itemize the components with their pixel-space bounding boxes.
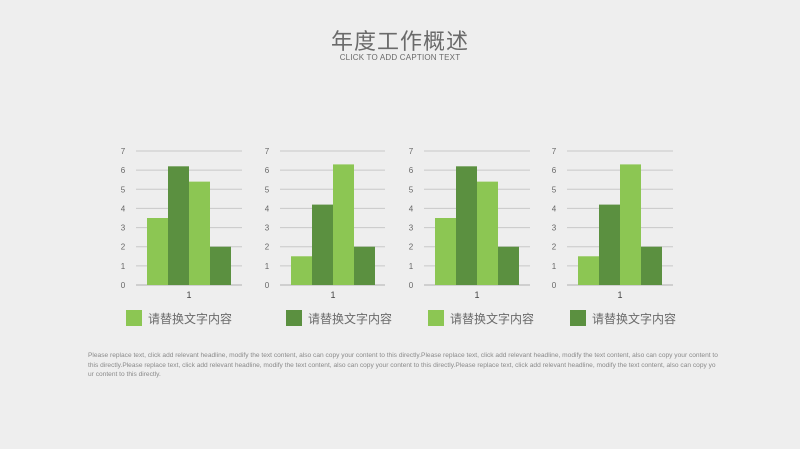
y-tick-label: 1 xyxy=(552,262,557,271)
y-tick-label: 5 xyxy=(409,185,414,194)
bar xyxy=(168,166,189,285)
y-tick-label: 3 xyxy=(265,224,270,233)
bar xyxy=(578,256,599,285)
y-tick-label: 1 xyxy=(121,262,126,271)
y-tick-label: 2 xyxy=(552,243,557,252)
legend-swatch-3 xyxy=(428,310,444,326)
bar xyxy=(291,256,312,285)
bar xyxy=(435,218,456,285)
y-tick-label: 7 xyxy=(265,147,270,156)
y-tick-label: 0 xyxy=(552,281,557,290)
bar xyxy=(620,164,641,285)
legend-item-4: 请替换文字内容 xyxy=(570,309,676,327)
y-tick-label: 1 xyxy=(265,262,270,271)
y-tick-label: 3 xyxy=(552,224,557,233)
bar xyxy=(354,246,375,285)
y-tick-label: 0 xyxy=(121,281,126,290)
bar xyxy=(477,181,498,285)
y-tick-label: 2 xyxy=(409,243,414,252)
legend-label-4: 请替换文字内容 xyxy=(592,311,677,326)
x-tick-label: 1 xyxy=(474,290,479,300)
y-tick-label: 5 xyxy=(265,185,270,194)
legend-label-2: 请替换文字内容 xyxy=(308,311,393,326)
bar xyxy=(599,204,620,285)
y-tick-label: 4 xyxy=(409,204,414,213)
y-tick-label: 6 xyxy=(265,166,270,175)
bar xyxy=(333,164,354,285)
legend-swatch-4 xyxy=(570,310,586,326)
legend-label-3: 请替换文字内容 xyxy=(450,311,535,326)
legend-item-2: 请替换文字内容 xyxy=(286,309,392,327)
bar xyxy=(498,246,519,285)
legend-label-1: 请替换文字内容 xyxy=(148,311,233,326)
y-tick-label: 6 xyxy=(121,166,126,175)
x-tick-label: 1 xyxy=(330,290,335,300)
bar xyxy=(456,166,477,285)
bar xyxy=(312,204,333,285)
y-tick-label: 4 xyxy=(121,204,126,213)
y-tick-label: 4 xyxy=(552,204,557,213)
y-tick-label: 2 xyxy=(121,243,126,252)
bar xyxy=(189,181,210,285)
legend-swatch-1 xyxy=(126,310,142,326)
y-tick-label: 3 xyxy=(121,224,126,233)
legend-item-1: 请替换文字内容 xyxy=(126,309,232,327)
y-tick-label: 5 xyxy=(121,185,126,194)
page-title: 年度工作概述 xyxy=(330,30,469,55)
x-tick-label: 1 xyxy=(186,290,191,300)
y-tick-label: 7 xyxy=(409,147,414,156)
x-tick-label: 1 xyxy=(617,290,622,300)
y-tick-label: 7 xyxy=(552,147,557,156)
bar xyxy=(641,246,662,285)
y-tick-label: 7 xyxy=(121,147,126,156)
y-tick-label: 3 xyxy=(409,224,414,233)
body-paragraph: Please replace text, click add relevant … xyxy=(88,352,718,379)
legend-swatch-2 xyxy=(286,310,302,326)
y-tick-label: 4 xyxy=(265,204,270,213)
y-tick-label: 0 xyxy=(265,281,270,290)
legend-item-3: 请替换文字内容 xyxy=(428,309,534,327)
y-tick-label: 2 xyxy=(265,243,270,252)
bar xyxy=(210,246,231,285)
y-tick-label: 6 xyxy=(409,166,414,175)
bar xyxy=(147,218,168,285)
y-tick-label: 0 xyxy=(409,281,414,290)
y-tick-label: 6 xyxy=(552,166,557,175)
y-tick-label: 1 xyxy=(409,262,414,271)
page-subtitle: CLICK TO ADD CAPTION TEXT xyxy=(339,53,461,62)
y-tick-label: 5 xyxy=(552,185,557,194)
